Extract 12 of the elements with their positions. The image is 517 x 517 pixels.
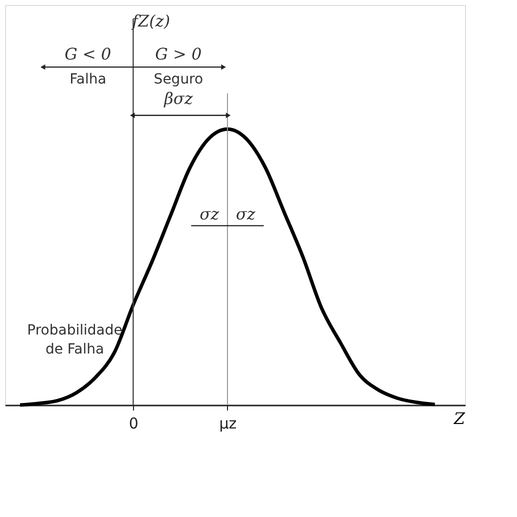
annotation: σz [236, 204, 256, 224]
text: Seguro [154, 71, 204, 88]
text: G > 0 [155, 44, 202, 64]
annotation: σz [200, 204, 220, 224]
text: fZ(z) [131, 12, 170, 31]
x-axis-title: Z [452, 408, 466, 428]
text: G < 0 [64, 44, 112, 64]
text: Falha [70, 71, 106, 88]
text: βσz [163, 88, 194, 108]
annotation: Probabilidade de Falha [27, 322, 122, 358]
x-tick-label: 0 [128, 414, 138, 432]
x-tick-label: μz [219, 414, 237, 432]
